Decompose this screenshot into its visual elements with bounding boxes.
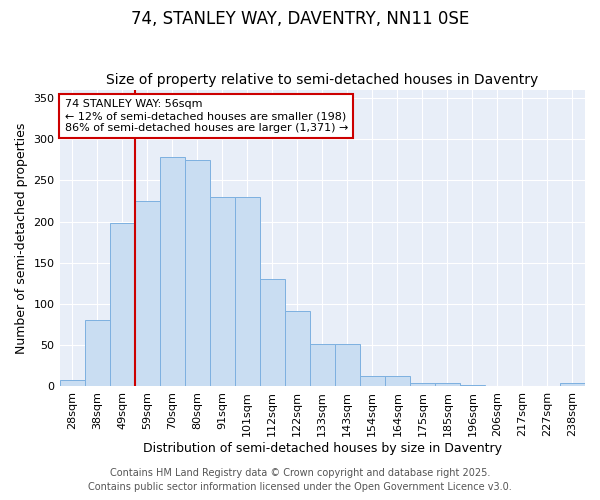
Bar [285,310,310,386]
Bar [209,197,235,386]
Bar [560,383,585,386]
Bar [160,157,185,386]
Bar [185,160,209,386]
Text: 74 STANLEY WAY: 56sqm
← 12% of semi-detached houses are smaller (198)
86% of sem: 74 STANLEY WAY: 56sqm ← 12% of semi-deta… [65,100,348,132]
Bar [360,376,385,386]
Bar [59,380,85,386]
Title: Size of property relative to semi-detached houses in Daventry: Size of property relative to semi-detach… [106,73,538,87]
Bar [260,279,285,386]
Bar [134,201,160,386]
Bar [110,223,134,386]
X-axis label: Distribution of semi-detached houses by size in Daventry: Distribution of semi-detached houses by … [143,442,502,455]
Bar [460,385,485,386]
Y-axis label: Number of semi-detached properties: Number of semi-detached properties [15,122,28,354]
Text: 74, STANLEY WAY, DAVENTRY, NN11 0SE: 74, STANLEY WAY, DAVENTRY, NN11 0SE [131,10,469,28]
Bar [385,376,410,386]
Bar [85,320,110,386]
Text: Contains HM Land Registry data © Crown copyright and database right 2025.
Contai: Contains HM Land Registry data © Crown c… [88,468,512,492]
Bar [435,383,460,386]
Bar [310,344,335,386]
Bar [410,383,435,386]
Bar [335,344,360,386]
Bar [235,197,260,386]
